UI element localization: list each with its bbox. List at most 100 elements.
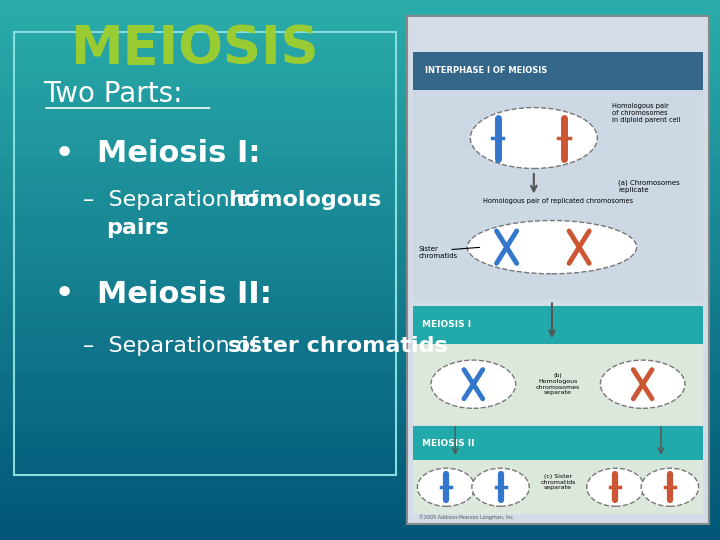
Bar <box>0 367 720 373</box>
Ellipse shape <box>467 220 636 274</box>
Bar <box>0 329 720 335</box>
Bar <box>0 410 720 416</box>
Bar <box>0 346 720 351</box>
Bar <box>0 243 720 248</box>
Text: Two Parts:: Two Parts: <box>43 80 183 109</box>
Bar <box>0 383 720 389</box>
Bar <box>0 173 720 178</box>
Bar <box>0 189 720 194</box>
Text: Homologous pair
of chromosomes
in diploid parent cell: Homologous pair of chromosomes in diploi… <box>613 103 681 123</box>
Text: pairs: pairs <box>107 218 169 239</box>
Bar <box>0 135 720 140</box>
Bar <box>0 497 720 502</box>
Bar <box>0 97 720 103</box>
Bar <box>0 297 720 302</box>
Bar <box>0 130 720 135</box>
Bar <box>0 308 720 313</box>
Bar <box>0 405 720 410</box>
FancyBboxPatch shape <box>413 90 703 300</box>
Bar <box>0 5 720 11</box>
Bar <box>0 437 720 443</box>
Bar <box>0 378 720 383</box>
Bar <box>0 162 720 167</box>
Bar <box>0 124 720 130</box>
Bar <box>0 265 720 270</box>
Bar <box>0 356 720 362</box>
Bar <box>0 373 720 378</box>
Bar <box>0 362 720 367</box>
Text: •: • <box>54 278 76 311</box>
Bar <box>0 416 720 421</box>
Bar <box>0 508 720 513</box>
Bar <box>0 524 720 529</box>
Bar <box>0 108 720 113</box>
Bar <box>0 205 720 211</box>
Bar <box>0 270 720 275</box>
Bar <box>0 184 720 189</box>
Bar <box>0 470 720 475</box>
Bar <box>0 292 720 297</box>
Bar <box>0 216 720 221</box>
Bar <box>0 486 720 491</box>
Ellipse shape <box>587 468 644 507</box>
Bar <box>0 221 720 227</box>
Bar <box>0 32 720 38</box>
Bar <box>0 140 720 146</box>
Text: •: • <box>54 137 76 171</box>
Bar <box>0 113 720 119</box>
Text: ©2005 Addison-Pearson Longman, Inc.: ©2005 Addison-Pearson Longman, Inc. <box>419 514 515 519</box>
Bar <box>0 427 720 432</box>
FancyBboxPatch shape <box>413 343 703 425</box>
Bar <box>0 54 720 59</box>
Bar <box>0 81 720 86</box>
Bar <box>0 167 720 173</box>
Bar <box>0 232 720 238</box>
Ellipse shape <box>641 468 698 507</box>
Bar <box>0 518 720 524</box>
Bar <box>0 513 720 518</box>
Bar <box>0 319 720 324</box>
Text: Meiosis II:: Meiosis II: <box>97 280 272 309</box>
Bar <box>0 389 720 394</box>
Ellipse shape <box>472 468 529 507</box>
Bar <box>0 421 720 427</box>
Bar <box>0 432 720 437</box>
Text: Meiosis I:: Meiosis I: <box>97 139 261 168</box>
Bar <box>0 400 720 405</box>
Bar <box>0 103 720 108</box>
Bar <box>0 49 720 54</box>
Bar <box>0 16 720 22</box>
Bar <box>0 281 720 286</box>
Bar <box>0 351 720 356</box>
Text: homologous: homologous <box>228 190 382 210</box>
Bar <box>0 286 720 292</box>
FancyBboxPatch shape <box>413 426 703 460</box>
Bar <box>0 194 720 200</box>
Text: (b)
Homologous
chromosomes
separate: (b) Homologous chromosomes separate <box>536 373 580 395</box>
Text: (a) Chromosomes
replicate: (a) Chromosomes replicate <box>618 179 680 193</box>
Bar <box>0 302 720 308</box>
Text: (c) Sister
chromatids
separate: (c) Sister chromatids separate <box>540 474 576 490</box>
Bar <box>0 238 720 243</box>
Bar <box>0 275 720 281</box>
Bar <box>0 448 720 454</box>
Bar <box>0 211 720 216</box>
Text: MEIOSIS: MEIOSIS <box>70 23 319 75</box>
Ellipse shape <box>600 360 685 408</box>
Bar <box>0 324 720 329</box>
Bar <box>0 22 720 27</box>
Bar <box>0 227 720 232</box>
Ellipse shape <box>418 468 475 507</box>
Text: MEIOSIS II: MEIOSIS II <box>422 438 474 448</box>
Ellipse shape <box>431 360 516 408</box>
Bar <box>0 248 720 254</box>
Bar <box>0 151 720 157</box>
Bar <box>0 76 720 81</box>
Bar <box>0 502 720 508</box>
Bar <box>0 119 720 124</box>
Bar <box>0 340 720 346</box>
Bar <box>0 157 720 162</box>
Bar <box>0 454 720 459</box>
Bar <box>0 464 720 470</box>
Text: INTERPHASE I OF MEIOSIS: INTERPHASE I OF MEIOSIS <box>425 66 547 75</box>
